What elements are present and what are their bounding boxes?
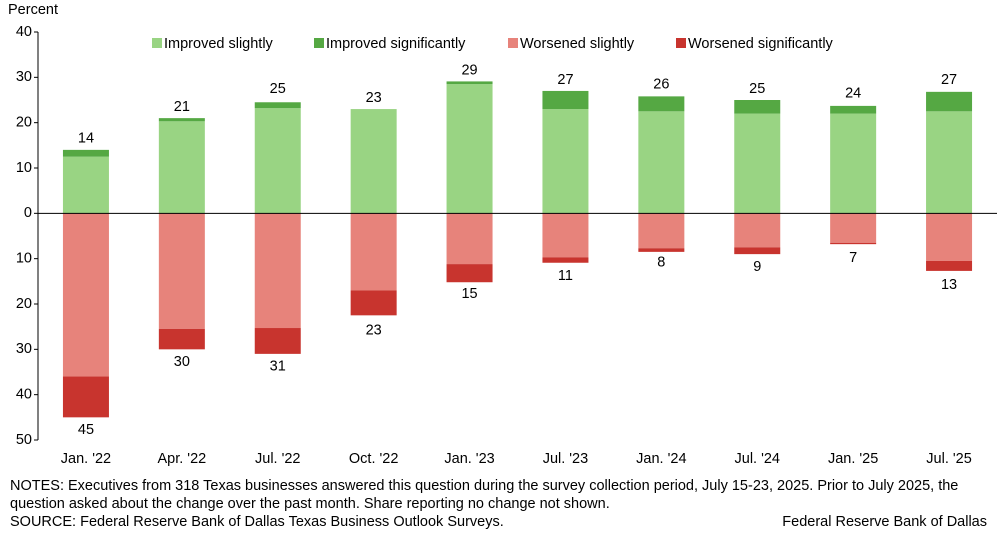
total-label: 13 [941, 277, 957, 293]
bar-segment [830, 242, 877, 245]
legend-label: Improved significantly [326, 36, 466, 52]
bar-segment [350, 213, 397, 291]
x-tick-label: Jan. '22 [61, 451, 111, 467]
y-tick-label: 20 [16, 296, 32, 312]
x-tick-label: Jul. '23 [543, 451, 589, 467]
total-label: 21 [174, 99, 190, 115]
total-label: 24 [845, 85, 861, 101]
x-tick-label: Jul. '25 [926, 451, 972, 467]
credit: Federal Reserve Bank of Dallas [782, 514, 987, 530]
bar-segment [446, 213, 493, 265]
bar-segment [926, 111, 973, 214]
y-tick-label: 40 [16, 386, 32, 402]
bar-segment [254, 328, 301, 354]
bar-segment [446, 84, 493, 214]
y-tick-label: 20 [16, 114, 32, 130]
y-tick-label: 0 [24, 205, 32, 221]
bar-segment [734, 213, 781, 248]
bar-segment [542, 257, 589, 263]
legend-label: Worsened significantly [688, 36, 834, 52]
x-tick-label: Jul. '24 [735, 451, 781, 467]
y-tick-label: 30 [16, 69, 32, 85]
bar-segment [62, 376, 109, 418]
bar-segment [734, 247, 781, 255]
legend-swatch [152, 38, 162, 48]
legend-swatch [508, 38, 518, 48]
bar-segment [830, 105, 877, 114]
bar-segment [62, 156, 109, 214]
bar-segment [926, 260, 973, 271]
bar-segment [734, 100, 781, 114]
x-tick-label: Jan. '24 [636, 451, 686, 467]
total-label: 23 [366, 90, 382, 106]
bar-segment [254, 102, 301, 109]
bar-segment [830, 113, 877, 214]
bar-segment [158, 213, 205, 329]
total-label: 14 [78, 131, 94, 147]
total-label: 27 [941, 72, 957, 88]
bar-segment [62, 213, 109, 377]
notes: NOTES: Executives from 318 Texas busines… [10, 478, 959, 512]
total-label: 23 [366, 322, 382, 338]
bar-segment [734, 113, 781, 214]
legend-swatch [676, 38, 686, 48]
y-tick-label: 30 [16, 341, 32, 357]
legend-swatch [314, 38, 324, 48]
total-label: 11 [558, 268, 573, 284]
source: SOURCE: Federal Reserve Bank of Dallas T… [10, 514, 504, 530]
total-label: 30 [174, 354, 190, 370]
total-label: 8 [657, 254, 665, 270]
legend-label: Worsened slightly [520, 36, 635, 52]
bar-segment [926, 213, 973, 261]
x-tick-label: Jul. '22 [255, 451, 301, 467]
total-label: 26 [653, 76, 669, 92]
bar-segment [158, 118, 205, 122]
bar-segment [542, 109, 589, 214]
bar-segment [446, 81, 493, 85]
bar-segment [926, 91, 973, 112]
total-label: 27 [557, 72, 573, 88]
total-label: 7 [849, 250, 857, 266]
total-label: 25 [749, 81, 765, 97]
x-tick-label: Jan. '25 [828, 451, 878, 467]
y-tick-label: 50 [16, 432, 32, 448]
x-tick-label: Oct. '22 [349, 451, 399, 467]
x-tick-label: Jan. '23 [444, 451, 494, 467]
total-label: 25 [270, 81, 286, 97]
y-tick-label: 40 [16, 24, 32, 40]
bar-segment [158, 121, 205, 214]
bar-segment [542, 90, 589, 110]
total-label: 29 [461, 63, 477, 79]
y-axis-label: Percent [8, 2, 58, 18]
bar-segment [62, 149, 109, 157]
bar-segment [830, 213, 877, 243]
legend-label: Improved slightly [164, 36, 274, 52]
bar-segment [350, 109, 397, 214]
total-label: 45 [78, 422, 94, 438]
bar-segment [254, 108, 301, 214]
total-label: 15 [461, 286, 477, 302]
bar-segment [446, 264, 493, 283]
bar-segment [638, 111, 685, 214]
bar-segment [638, 248, 685, 252]
chart: Percent 40 30 20 10 0 10 20 30 40 50 14 45 Jan. '22 2… [8, 2, 997, 467]
bar-segment [638, 96, 685, 112]
bar-segment [638, 213, 685, 249]
total-label: 31 [270, 359, 286, 375]
y-tick-label: 10 [16, 160, 32, 176]
y-tick-label: 10 [16, 250, 32, 266]
total-label: 9 [753, 259, 761, 275]
bar-segment [254, 213, 301, 329]
bar-segment [158, 328, 205, 350]
bar-segment [350, 290, 397, 316]
bar-segment [542, 213, 589, 258]
x-tick-label: Apr. '22 [157, 451, 206, 467]
